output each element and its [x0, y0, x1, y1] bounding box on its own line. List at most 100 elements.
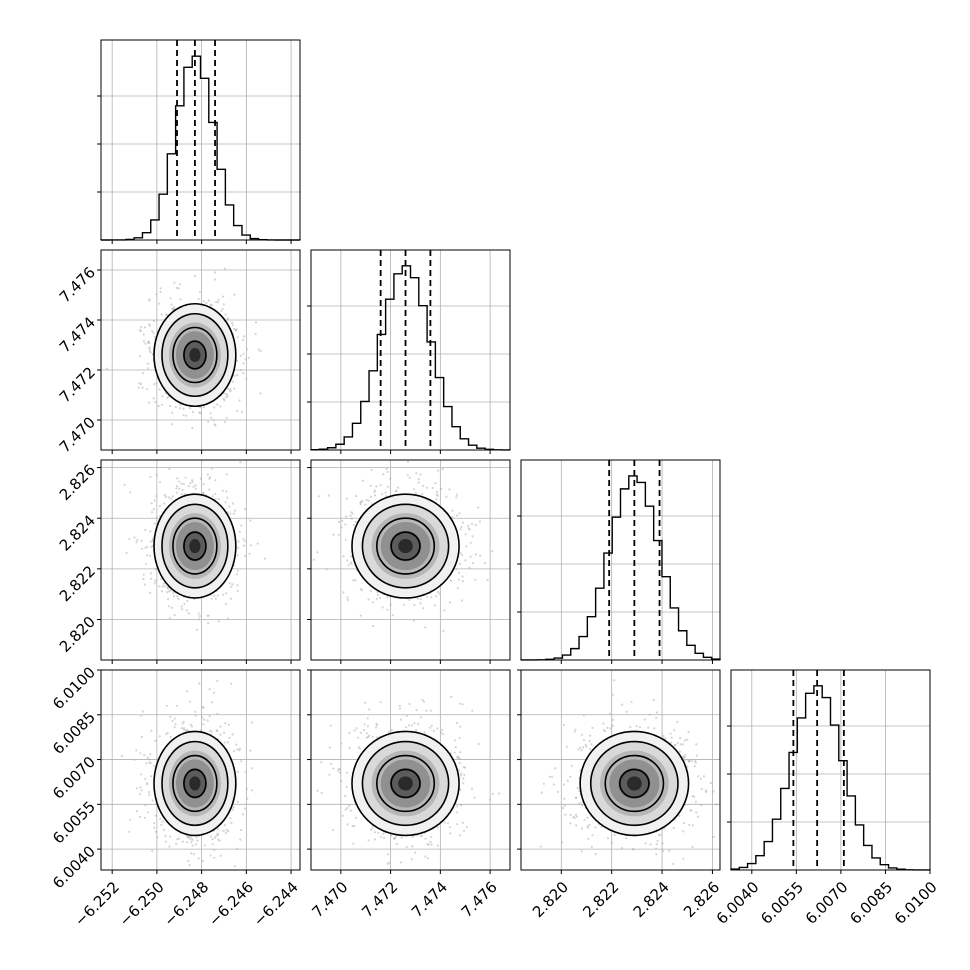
- scatter-point: [367, 598, 370, 601]
- scatter-point: [256, 542, 259, 545]
- scatter-point: [420, 598, 423, 601]
- scatter-point: [465, 545, 468, 548]
- scatter-point: [213, 848, 216, 852]
- histogram-step: [310, 265, 511, 451]
- scatter-point: [143, 583, 147, 586]
- scatter-point: [181, 489, 184, 492]
- scatter-point: [455, 721, 459, 725]
- scatter-point: [448, 601, 452, 604]
- scatter-point: [146, 362, 149, 365]
- scatter-point: [346, 823, 349, 826]
- scatter-point: [217, 838, 220, 841]
- scatter-point: [620, 847, 624, 850]
- scatter-point: [226, 395, 229, 398]
- scatter-point: [149, 753, 152, 756]
- scatter-point: [150, 729, 153, 732]
- scatter-point: [180, 493, 183, 496]
- scatter-point: [441, 728, 444, 732]
- scatter-point: [235, 743, 238, 746]
- scatter-point: [670, 736, 673, 739]
- scatter-point: [460, 772, 463, 775]
- scatter-point: [233, 865, 236, 868]
- scatter-point: [695, 811, 698, 814]
- scatter-point: [188, 700, 191, 703]
- panel-2-1: [307, 459, 511, 664]
- scatter-point: [429, 709, 432, 712]
- scatter-point: [203, 718, 206, 721]
- scatter-point: [458, 562, 461, 565]
- scatter-point: [143, 326, 147, 329]
- scatter-point: [542, 782, 546, 785]
- scatter-point: [655, 843, 658, 846]
- scatter-point: [317, 495, 320, 498]
- scatter-point: [224, 602, 228, 606]
- scatter-point: [231, 321, 234, 324]
- scatter-point: [371, 735, 374, 739]
- scatter-point: [225, 416, 228, 419]
- scatter-point: [237, 540, 240, 543]
- scatter-point: [183, 602, 186, 606]
- density-fill: [189, 348, 201, 362]
- scatter-point: [469, 555, 472, 558]
- scatter-point: [432, 729, 435, 733]
- scatter-point: [449, 832, 452, 835]
- scatter-point: [150, 510, 154, 514]
- contour-line: [161, 503, 229, 589]
- scatter-point: [177, 597, 180, 601]
- scatter-point: [172, 307, 175, 310]
- scatter-point: [227, 723, 230, 727]
- scatter-point: [354, 816, 358, 819]
- scatter-point: [574, 728, 577, 731]
- scatter-point: [457, 571, 460, 574]
- scatter-point: [249, 519, 252, 522]
- panel-3-1: [307, 669, 511, 874]
- scatter-point: [202, 706, 205, 709]
- scatter-point: [153, 383, 156, 386]
- scatter-point: [346, 598, 349, 602]
- scatter-point: [413, 488, 416, 491]
- scatter-point: [329, 724, 332, 727]
- scatter-point: [400, 836, 403, 839]
- scatter-point: [154, 814, 157, 817]
- scatter-point: [419, 716, 422, 719]
- scatter-point: [239, 354, 242, 357]
- scatter-point: [150, 577, 153, 581]
- scatter-point: [456, 823, 459, 826]
- scatter-point: [105, 367, 108, 370]
- scatter-point: [425, 709, 428, 712]
- scatter-point: [589, 748, 592, 751]
- scatter-point: [188, 864, 191, 867]
- scatter-point: [556, 790, 560, 794]
- scatter-point: [430, 843, 433, 846]
- scatter-point: [227, 829, 230, 833]
- scatter-point: [175, 487, 178, 490]
- scatter-point: [365, 498, 368, 501]
- scatter-point: [172, 595, 176, 598]
- scatter-point: [214, 278, 217, 281]
- scatter-point: [148, 791, 151, 794]
- scatter-point: [205, 302, 208, 305]
- scatter-point: [470, 522, 474, 525]
- scatter-point: [152, 764, 155, 767]
- scatter-point: [569, 813, 572, 817]
- scatter-point: [142, 333, 145, 336]
- scatter-point: [462, 777, 465, 780]
- scatter-point: [221, 295, 224, 298]
- scatter-point: [410, 858, 413, 861]
- scatter-point: [216, 679, 219, 682]
- scatter-point: [348, 746, 351, 750]
- scatter-point: [430, 724, 433, 727]
- scatter-point: [462, 829, 466, 833]
- scatter-point: [312, 558, 315, 561]
- scatter-point: [228, 388, 231, 391]
- scatter-point: [169, 715, 172, 718]
- scatter-point: [140, 773, 143, 776]
- scatter-point: [457, 756, 460, 759]
- scatter-point: [406, 474, 409, 477]
- scatter-point: [238, 749, 241, 752]
- scatter-point: [151, 537, 154, 540]
- scatter-point: [250, 721, 253, 724]
- scatter-point: [398, 707, 402, 710]
- scatter-point: [140, 539, 143, 543]
- scatter-point: [141, 710, 144, 713]
